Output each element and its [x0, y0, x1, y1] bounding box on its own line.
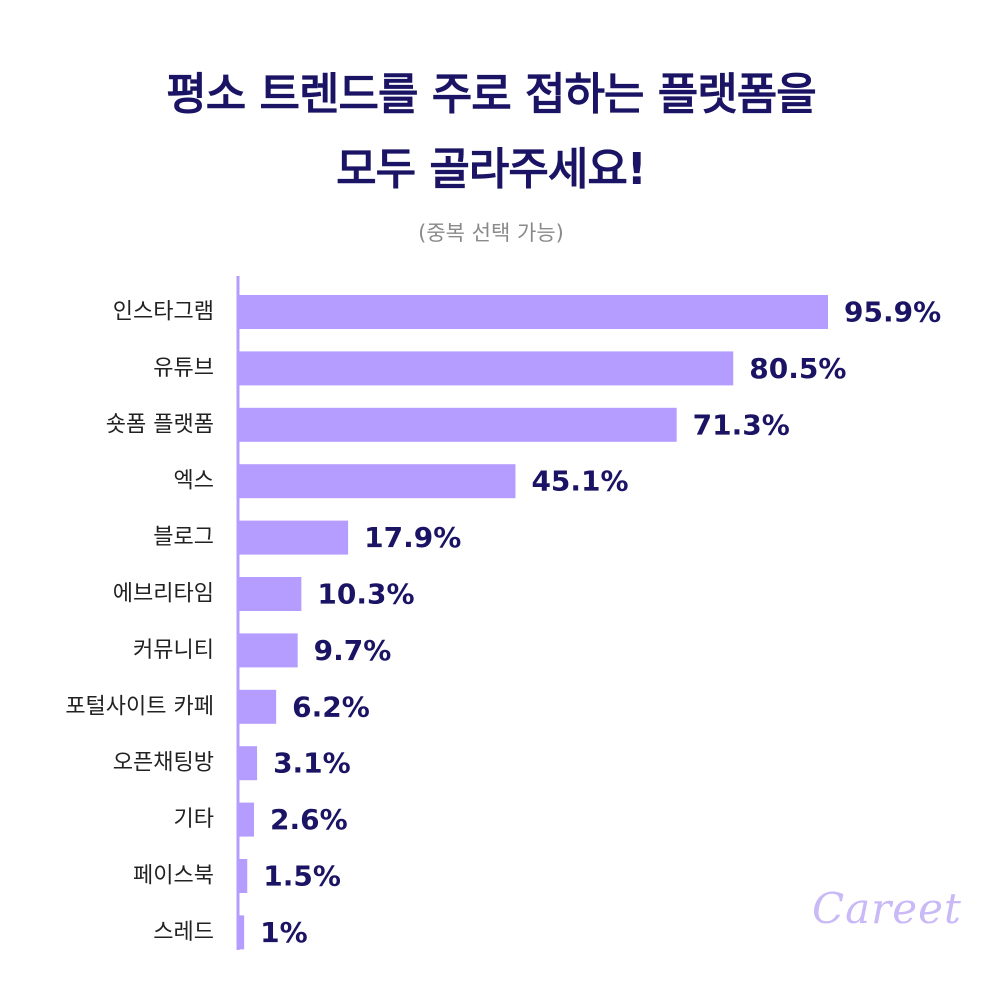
data-label: 2.6%	[270, 803, 348, 836]
category-label: 기타	[174, 807, 214, 832]
bar	[238, 915, 245, 950]
data-label: 17.9%	[364, 521, 461, 554]
data-label: 10.3%	[317, 578, 414, 611]
chart-subtitle: (중복 선택 가능)	[418, 221, 564, 245]
data-label: 80.5%	[749, 352, 846, 385]
bar	[238, 802, 254, 837]
data-label: 6.2%	[292, 690, 370, 723]
chart-title-line2: 모두 골라주세요!	[336, 144, 647, 195]
bar	[238, 464, 516, 499]
category-label: 에브리타임	[113, 582, 214, 607]
bar	[238, 407, 677, 442]
category-label: 인스타그램	[113, 300, 214, 325]
bar	[238, 859, 248, 893]
data-label: 45.1%	[531, 465, 628, 498]
category-label: 숏폼 플랫폼	[106, 412, 214, 437]
data-label: 1%	[260, 916, 308, 949]
data-label: 95.9%	[844, 296, 941, 329]
bar	[238, 520, 349, 555]
category-label: 엑스	[174, 469, 214, 494]
category-label: 유튜브	[153, 356, 214, 381]
category-label: 오픈채팅방	[113, 751, 214, 776]
bar	[238, 295, 828, 329]
bar	[238, 351, 734, 386]
bar	[238, 746, 258, 781]
data-label: 1.5%	[263, 860, 341, 893]
chart-title-line1: 평소 트렌드를 주로 접하는 플랫폼을	[166, 69, 816, 120]
category-label: 포털사이트 카페	[65, 694, 214, 719]
data-label: 9.7%	[314, 634, 392, 667]
category-label: 커뮤니티	[133, 638, 214, 663]
bar	[238, 633, 298, 668]
category-label: 스레드	[153, 920, 214, 945]
data-label: 71.3%	[693, 408, 790, 441]
bar	[238, 689, 277, 724]
brand-watermark-logo: Careet	[812, 884, 962, 933]
category-label: 블로그	[153, 525, 214, 550]
data-label: 3.1%	[273, 747, 351, 780]
bar	[238, 577, 302, 611]
category-label: 페이스북	[133, 864, 214, 889]
